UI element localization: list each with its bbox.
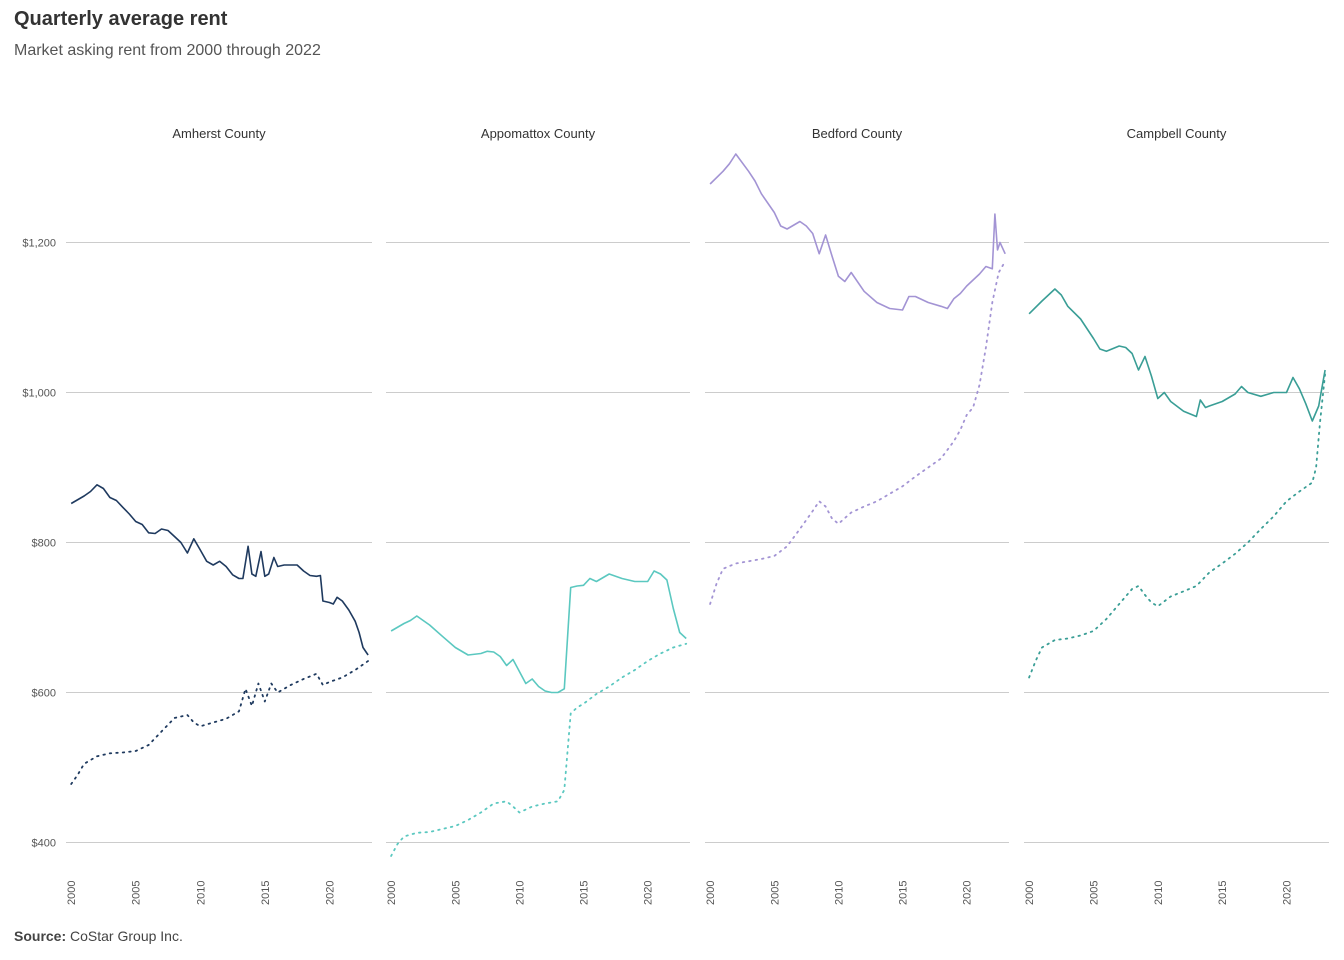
series-line-dotted <box>390 642 688 857</box>
chart-title: Quarterly average rent <box>14 8 228 30</box>
x-tick-label: 2020 <box>324 881 336 905</box>
x-tick-label: 2010 <box>833 881 845 905</box>
y-tick-label: $400 <box>32 838 56 850</box>
x-tick-label: 2005 <box>769 881 781 905</box>
series-line-dotted <box>1028 372 1326 679</box>
source-label: Source: <box>14 928 67 944</box>
x-tick-label: 2010 <box>195 881 207 905</box>
y-tick-label: $800 <box>32 538 56 550</box>
x-tick-label: 2020 <box>1282 881 1294 905</box>
panel-title: Bedford County <box>812 126 903 141</box>
series-line-solid <box>709 153 1006 311</box>
x-tick-label: 2015 <box>898 881 910 905</box>
panel-title: Amherst County <box>172 126 266 141</box>
series-line-dotted <box>709 260 1007 605</box>
x-tick-label: 2000 <box>705 881 717 905</box>
source-note: Source: CoStar Group Inc. <box>14 928 183 944</box>
x-tick-label: 2000 <box>386 881 398 905</box>
source-text: CoStar Group Inc. <box>70 928 183 944</box>
x-tick-label: 2015 <box>1217 881 1229 905</box>
x-tick-label: 2020 <box>962 881 974 905</box>
x-tick-label: 2010 <box>1153 881 1165 905</box>
x-tick-label: 2005 <box>1088 881 1100 905</box>
chart-subtitle: Market asking rent from 2000 through 202… <box>14 42 321 59</box>
panel-title: Campbell County <box>1127 126 1227 141</box>
x-tick-label: 2020 <box>643 881 655 905</box>
x-tick-label: 2005 <box>450 881 462 905</box>
x-tick-label: 2010 <box>514 881 526 905</box>
x-tick-label: 2015 <box>579 881 591 905</box>
series-line-solid <box>1028 288 1326 422</box>
y-tick-label: $1,000 <box>22 388 56 400</box>
x-tick-label: 2000 <box>66 881 78 905</box>
series-line-solid <box>390 570 687 694</box>
x-tick-label: 2015 <box>260 881 272 905</box>
y-tick-label: $1,200 <box>22 238 56 250</box>
series-line-solid <box>70 484 369 656</box>
panel-title: Appomattox County <box>481 126 596 141</box>
y-tick-label: $600 <box>32 688 56 700</box>
series-line-dotted <box>70 660 369 785</box>
x-tick-label: 2005 <box>131 881 143 905</box>
x-tick-label: 2000 <box>1024 881 1036 905</box>
